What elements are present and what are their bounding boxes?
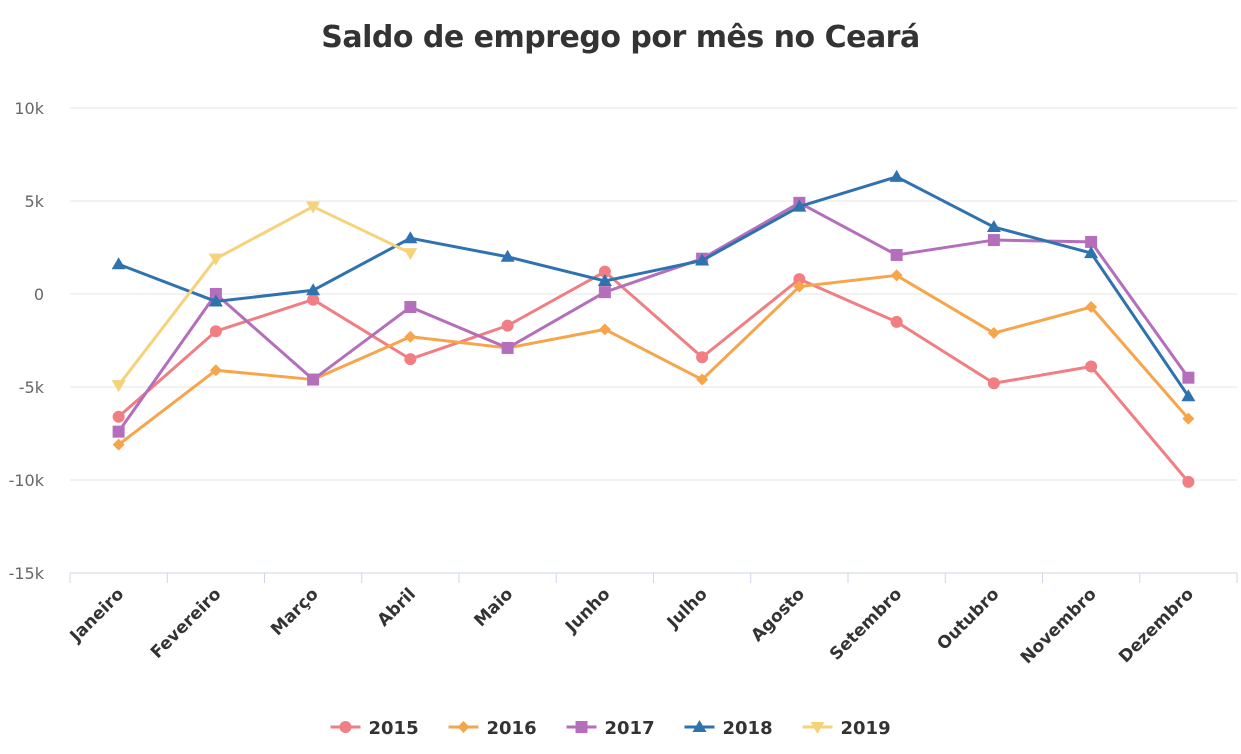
- x-axis: [69, 572, 1238, 583]
- y-tick-label: -5k: [19, 378, 45, 397]
- y-tick-label: 0: [34, 285, 44, 304]
- data-point: [1182, 412, 1195, 425]
- data-point: [112, 425, 125, 438]
- x-tick-label: Janeiro: [66, 584, 128, 646]
- legend-item-2018: 2018: [684, 718, 773, 739]
- x-tick-label: Setembro: [826, 584, 906, 664]
- data-point: [111, 380, 126, 393]
- legend-item-2017: 2017: [566, 718, 655, 739]
- series-2017: [112, 196, 1195, 438]
- x-tick-label: Abril: [374, 584, 420, 630]
- data-point: [403, 231, 418, 244]
- data-point: [987, 234, 1000, 247]
- data-point: [457, 721, 470, 733]
- data-point: [1085, 235, 1098, 248]
- data-point: [112, 438, 125, 451]
- y-tick-label: -10k: [9, 471, 45, 490]
- x-tick-label: Maio: [471, 584, 518, 631]
- series-2016: [112, 269, 1195, 451]
- data-point: [501, 319, 514, 332]
- series-line: [117, 201, 1190, 434]
- y-tick-label: 10k: [14, 99, 44, 118]
- data-point: [307, 373, 320, 386]
- data-point: [1182, 371, 1195, 384]
- series-2019: [111, 201, 418, 393]
- data-point: [1084, 246, 1099, 259]
- data-point: [209, 364, 222, 377]
- data-point: [500, 249, 515, 262]
- data-point: [404, 330, 417, 343]
- legend-label: 2016: [487, 718, 537, 739]
- x-tick-label: Março: [267, 584, 323, 640]
- data-point: [889, 169, 904, 182]
- x-tick-label: Outubro: [933, 584, 1003, 654]
- data-point: [696, 351, 709, 364]
- data-point: [598, 265, 611, 278]
- series-line: [117, 175, 1190, 398]
- legend-label: 2018: [723, 718, 773, 739]
- y-tick-label: 5k: [25, 192, 45, 211]
- data-point: [404, 301, 417, 314]
- x-tick-label: Dezembro: [1115, 584, 1198, 667]
- data-point: [810, 722, 825, 734]
- data-point: [1085, 360, 1098, 373]
- x-tick-label: Fevereiro: [147, 584, 225, 662]
- data-point: [404, 353, 417, 366]
- data-point: [1181, 389, 1196, 402]
- series-line: [117, 273, 1190, 447]
- data-point: [339, 721, 352, 733]
- plot-area: [111, 169, 1196, 488]
- data-point: [987, 377, 1000, 390]
- data-point: [598, 286, 611, 299]
- data-point: [209, 325, 222, 338]
- data-point: [792, 199, 807, 212]
- x-tick-label: Junho: [561, 584, 614, 637]
- data-point: [793, 273, 806, 286]
- data-point: [987, 327, 1000, 340]
- data-point: [597, 273, 612, 286]
- series-line: [117, 270, 1190, 484]
- data-point: [501, 341, 514, 354]
- data-point: [209, 288, 222, 300]
- legend-item-2019: 2019: [802, 718, 891, 739]
- legend: 2015 2016 2017 2018 2019: [330, 718, 891, 739]
- x-tick-label: Novembro: [1017, 584, 1101, 668]
- y-tick-label: -15k: [9, 564, 45, 583]
- data-point: [696, 373, 709, 386]
- legend-label: 2015: [369, 718, 419, 739]
- data-point: [598, 323, 611, 336]
- legend-label: 2017: [605, 718, 655, 739]
- series-line: [117, 205, 412, 387]
- data-point: [793, 280, 806, 293]
- y-axis-tick-labels: 10k 5k 0 -5k -10k -15k: [9, 99, 45, 583]
- x-axis-tick-labels: Janeiro Fevereiro Março Abril Maio Junho Julho…: [66, 584, 1198, 668]
- data-point: [890, 315, 903, 328]
- data-point: [1085, 301, 1098, 314]
- data-point: [890, 269, 903, 282]
- chart-title: Saldo de emprego por mês no Ceará: [321, 20, 920, 55]
- data-point: [208, 253, 223, 266]
- grid-lines: [70, 107, 1237, 481]
- x-tick-label: Julho: [663, 584, 712, 633]
- data-point: [575, 721, 588, 733]
- data-point: [1182, 475, 1195, 488]
- series-2018: [111, 169, 1196, 402]
- data-point: [111, 257, 126, 270]
- data-point: [695, 253, 710, 266]
- data-point: [890, 248, 903, 261]
- data-point: [112, 410, 125, 423]
- data-point: [306, 201, 321, 214]
- series-2015: [112, 265, 1195, 488]
- data-point: [307, 293, 320, 306]
- x-tick-label: Agosto: [747, 584, 808, 645]
- legend-item-2016: 2016: [448, 718, 537, 739]
- data-point: [403, 248, 418, 261]
- data-point: [986, 220, 1001, 233]
- data-point: [692, 720, 707, 732]
- data-point: [306, 283, 321, 296]
- data-point: [208, 294, 223, 307]
- legend-label: 2019: [841, 718, 891, 739]
- legend-item-2015: 2015: [330, 718, 419, 739]
